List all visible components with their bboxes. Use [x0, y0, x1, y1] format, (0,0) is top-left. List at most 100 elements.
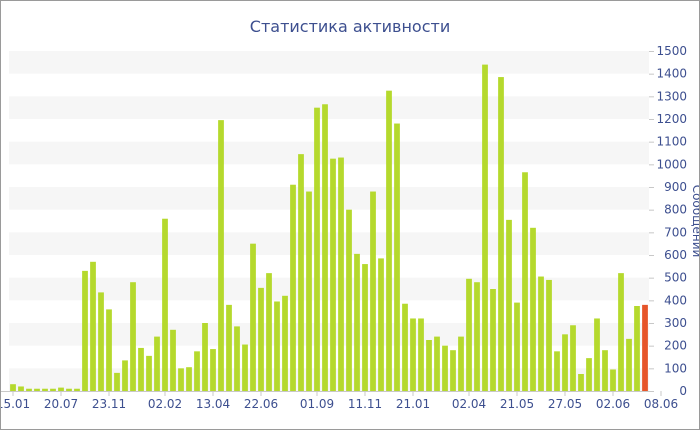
bar — [186, 367, 192, 391]
bar — [386, 90, 392, 392]
bar — [578, 374, 584, 391]
x-tick-label: 11.11 — [348, 397, 382, 411]
bar — [490, 289, 496, 391]
y-tick-label: 1000 — [656, 157, 687, 171]
bar — [522, 172, 528, 391]
y-tick-label: 900 — [664, 180, 687, 194]
bar — [570, 325, 576, 391]
bar — [402, 303, 408, 391]
bar — [610, 369, 616, 391]
y-tick-label: 600 — [664, 248, 687, 262]
grid-band — [9, 368, 649, 391]
bar — [378, 258, 384, 391]
bar — [82, 270, 88, 391]
bar — [362, 264, 368, 391]
bar — [530, 227, 536, 391]
x-tick-label: 02.06 — [596, 397, 630, 411]
bar — [538, 276, 544, 391]
y-tick-label: 400 — [664, 293, 687, 307]
y-tick-label: 1300 — [656, 89, 687, 103]
bar — [106, 309, 112, 391]
bar — [602, 350, 608, 391]
bar — [442, 345, 448, 391]
bar — [458, 336, 464, 391]
x-tick-label: 27.05 — [548, 397, 582, 411]
bar — [74, 388, 80, 391]
bar — [138, 347, 144, 391]
grid-band — [9, 96, 649, 119]
bar — [554, 351, 560, 391]
y-tick-label: 500 — [664, 271, 687, 285]
bar — [450, 350, 456, 391]
bar — [506, 219, 512, 391]
x-tick-label: 21.05 — [500, 397, 534, 411]
bar — [410, 318, 416, 391]
bar — [146, 355, 152, 391]
bar — [210, 349, 216, 391]
bar — [338, 157, 344, 391]
grid-band — [9, 232, 649, 255]
bar — [514, 302, 520, 391]
bar — [242, 344, 248, 391]
bar — [26, 388, 32, 391]
bar — [394, 123, 400, 391]
bar — [274, 301, 280, 391]
bar — [562, 334, 568, 391]
bar — [434, 336, 440, 391]
bar — [594, 318, 600, 391]
bar — [466, 278, 472, 391]
bar — [34, 388, 40, 391]
y-tick-label: 100 — [664, 361, 687, 375]
bar — [258, 287, 264, 391]
grid-band — [9, 323, 649, 346]
bars — [10, 64, 648, 392]
bar — [346, 209, 352, 391]
bar — [234, 326, 240, 391]
bar — [122, 360, 128, 391]
bar — [10, 384, 16, 391]
bar — [58, 387, 64, 391]
bar — [354, 253, 360, 391]
bar — [482, 64, 488, 391]
y-tick-label: 300 — [664, 316, 687, 330]
grid-band — [9, 51, 649, 74]
grid-band — [9, 277, 649, 301]
grid-bands — [9, 51, 649, 391]
y-tick-label: 0 — [679, 384, 687, 398]
bar — [18, 386, 24, 391]
y-tick-label: 1100 — [656, 135, 687, 149]
y-tick-label: 1400 — [656, 67, 687, 81]
x-tick-label: 01.09 — [300, 397, 334, 411]
x-tick-label: 22.06 — [244, 397, 278, 411]
bar — [90, 261, 96, 391]
y-tick-label: 800 — [664, 203, 687, 217]
bar — [426, 340, 432, 391]
y-tick-label: 700 — [664, 225, 687, 239]
y-tick-label: 1500 — [656, 44, 687, 58]
bar — [42, 388, 48, 391]
bar — [474, 282, 480, 391]
bar — [218, 120, 224, 391]
x-tick-label: 20.07 — [44, 397, 78, 411]
bar — [418, 318, 424, 391]
bar — [154, 336, 160, 391]
grid-band — [9, 187, 649, 210]
bar — [266, 273, 272, 391]
bar — [626, 338, 632, 391]
bar — [546, 279, 552, 391]
bar — [282, 295, 288, 391]
x-tick-label: 21.01 — [396, 397, 430, 411]
bar — [330, 158, 336, 391]
x-tick-label: 02.02 — [148, 397, 182, 411]
bar — [170, 329, 176, 391]
bar — [634, 306, 640, 391]
bar — [202, 323, 208, 391]
y-axis-ticks: 0 100 200 300 400 500 600 700 800 900 1000 1100 1200… — [649, 44, 687, 398]
y-tick-label: 200 — [664, 339, 687, 353]
bar — [642, 304, 648, 391]
bar — [498, 77, 504, 391]
bar — [114, 372, 120, 391]
y-axis-title: Сообщений — [690, 185, 699, 258]
